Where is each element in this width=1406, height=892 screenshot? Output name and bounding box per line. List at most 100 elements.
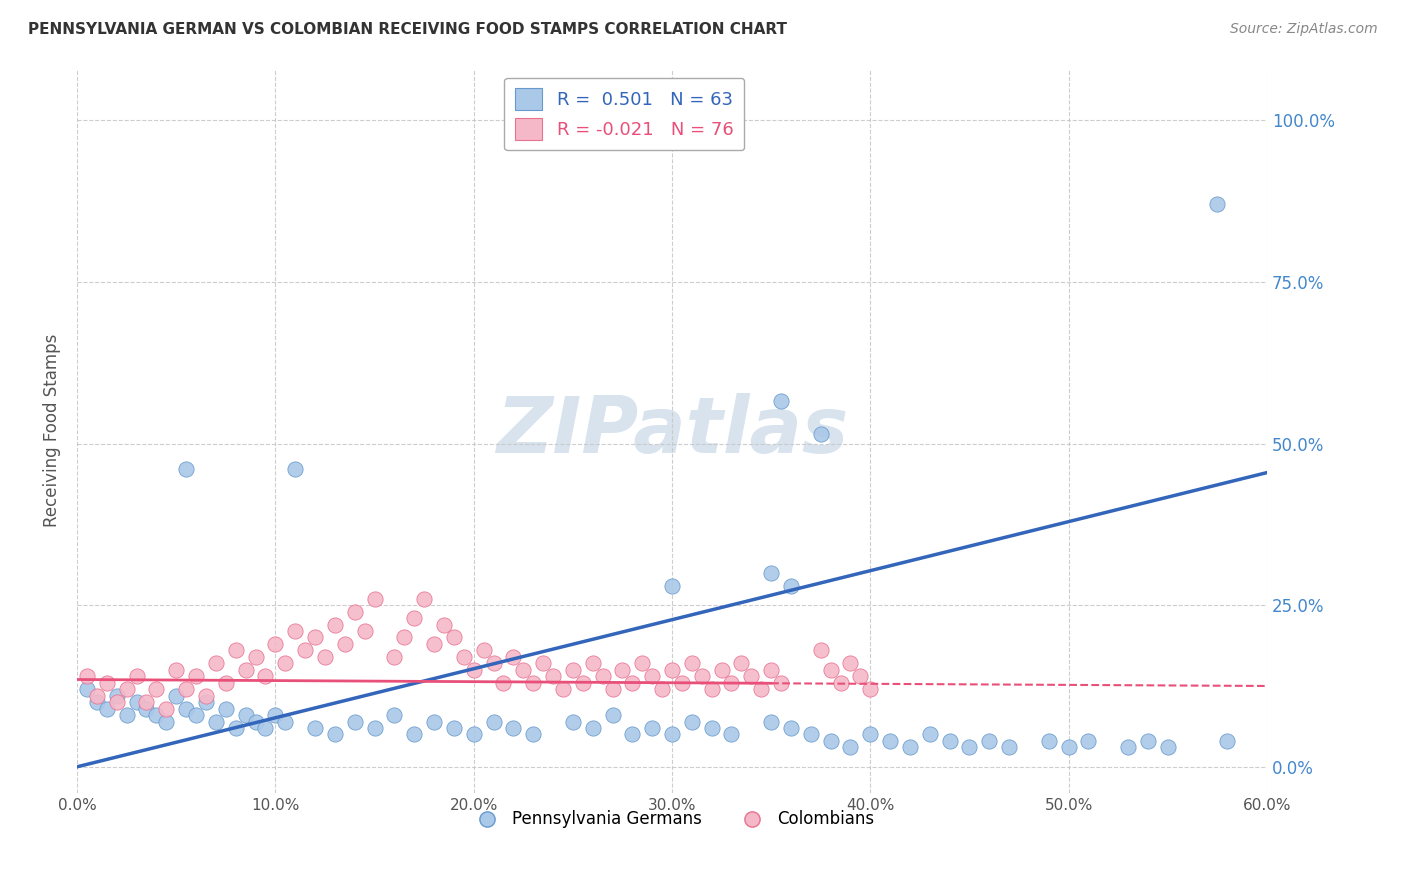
Point xyxy=(661,663,683,677)
Point xyxy=(195,695,218,709)
Point xyxy=(770,394,793,409)
Point xyxy=(661,727,683,741)
Point xyxy=(1116,740,1139,755)
Point xyxy=(522,727,544,741)
Point xyxy=(304,631,326,645)
Point xyxy=(839,740,862,755)
Point xyxy=(759,714,782,729)
Point xyxy=(96,701,118,715)
Point xyxy=(404,611,426,625)
Point xyxy=(759,663,782,677)
Point xyxy=(849,669,872,683)
Point xyxy=(700,721,723,735)
Point xyxy=(671,675,693,690)
Point xyxy=(641,721,664,735)
Point xyxy=(423,637,446,651)
Point xyxy=(839,657,862,671)
Point xyxy=(720,727,742,741)
Point xyxy=(382,708,405,723)
Point xyxy=(215,675,238,690)
Point xyxy=(1136,734,1159,748)
Point xyxy=(343,605,366,619)
Point xyxy=(1216,734,1239,748)
Point xyxy=(86,689,108,703)
Legend: Pennsylvania Germans, Colombians: Pennsylvania Germans, Colombians xyxy=(464,804,880,835)
Point xyxy=(979,734,1001,748)
Point xyxy=(602,708,624,723)
Point xyxy=(125,669,148,683)
Point xyxy=(720,675,742,690)
Point xyxy=(502,649,524,664)
Point xyxy=(343,714,366,729)
Point xyxy=(235,663,257,677)
Point xyxy=(284,462,307,476)
Point xyxy=(681,714,703,729)
Point xyxy=(135,701,157,715)
Point xyxy=(145,708,167,723)
Point xyxy=(174,682,197,697)
Point xyxy=(810,426,832,441)
Point xyxy=(174,701,197,715)
Point xyxy=(453,649,475,664)
Text: PENNSYLVANIA GERMAN VS COLOMBIAN RECEIVING FOOD STAMPS CORRELATION CHART: PENNSYLVANIA GERMAN VS COLOMBIAN RECEIVI… xyxy=(28,22,787,37)
Point xyxy=(433,617,456,632)
Point xyxy=(174,462,197,476)
Point xyxy=(472,643,495,657)
Point xyxy=(820,663,842,677)
Point xyxy=(254,721,277,735)
Point xyxy=(641,669,664,683)
Point xyxy=(918,727,941,741)
Point xyxy=(482,657,505,671)
Point xyxy=(86,695,108,709)
Point xyxy=(76,682,98,697)
Point xyxy=(770,675,793,690)
Point xyxy=(394,631,416,645)
Point xyxy=(184,669,207,683)
Point xyxy=(612,663,634,677)
Point xyxy=(184,708,207,723)
Point xyxy=(304,721,326,735)
Point xyxy=(404,727,426,741)
Point xyxy=(363,721,385,735)
Point xyxy=(502,721,524,735)
Point xyxy=(254,669,277,683)
Point xyxy=(264,637,287,651)
Point xyxy=(333,637,356,651)
Point xyxy=(443,631,465,645)
Point xyxy=(155,701,177,715)
Point xyxy=(264,708,287,723)
Point xyxy=(314,649,336,664)
Point xyxy=(155,714,177,729)
Point xyxy=(621,727,644,741)
Point xyxy=(205,714,228,729)
Point xyxy=(463,727,485,741)
Point xyxy=(621,675,644,690)
Point xyxy=(820,734,842,748)
Point xyxy=(413,591,436,606)
Point xyxy=(759,566,782,580)
Point xyxy=(1077,734,1099,748)
Point xyxy=(541,669,564,683)
Point xyxy=(225,721,247,735)
Y-axis label: Receiving Food Stamps: Receiving Food Stamps xyxy=(44,334,60,527)
Text: ZIPatlas: ZIPatlas xyxy=(496,392,848,468)
Point xyxy=(215,701,238,715)
Point xyxy=(165,663,187,677)
Point xyxy=(700,682,723,697)
Point xyxy=(998,740,1021,755)
Point xyxy=(245,714,267,729)
Point xyxy=(353,624,375,638)
Point xyxy=(382,649,405,664)
Point xyxy=(959,740,981,755)
Point xyxy=(274,714,297,729)
Point xyxy=(274,657,297,671)
Point xyxy=(145,682,167,697)
Point xyxy=(235,708,257,723)
Point xyxy=(225,643,247,657)
Point xyxy=(602,682,624,697)
Point xyxy=(740,669,762,683)
Point xyxy=(710,663,733,677)
Point xyxy=(651,682,673,697)
Point xyxy=(938,734,960,748)
Point xyxy=(125,695,148,709)
